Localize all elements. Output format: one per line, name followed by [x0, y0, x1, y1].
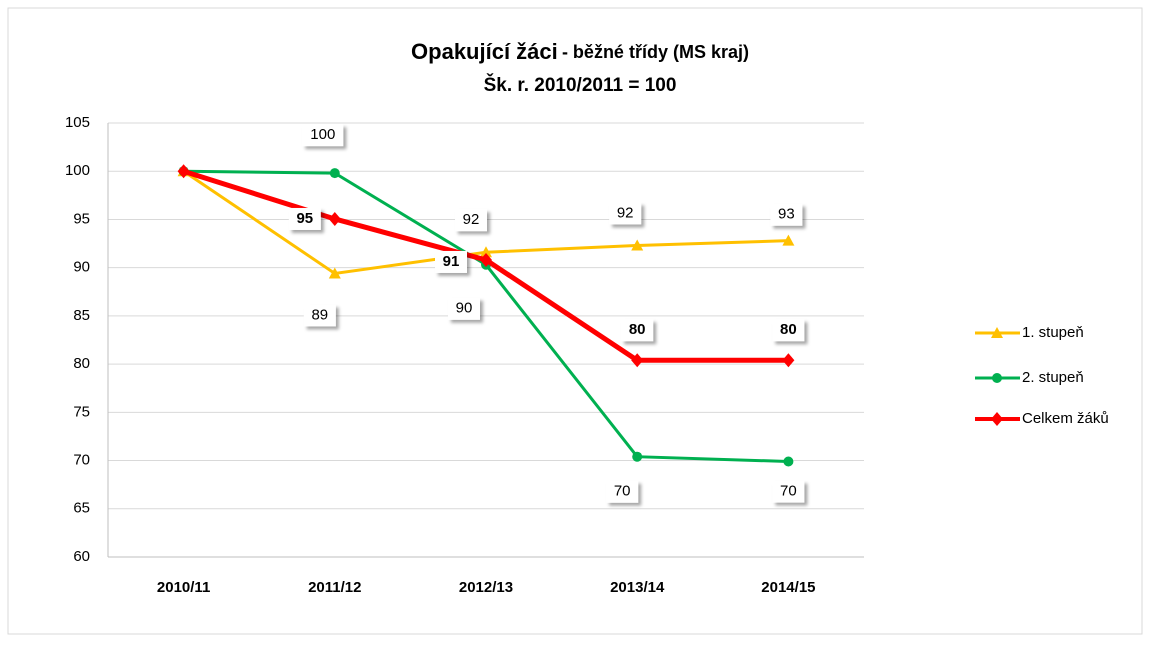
y-tick-label: 105 [65, 114, 90, 131]
data-label-box [448, 297, 480, 320]
data-label-box [288, 207, 321, 230]
title-suffix: - běžné třídy (MS kraj) [562, 42, 749, 62]
data-label-box [772, 480, 805, 503]
data-label: 91 [443, 253, 460, 270]
data-label: 80 [780, 321, 797, 338]
y-tick-label: 90 [73, 259, 90, 276]
legend-marker [991, 327, 1003, 338]
chart-subtitle: Šk. r. 2010/2011 = 100 [484, 74, 677, 96]
data-label: 70 [780, 482, 797, 499]
legend-label: 1. stupeň [1022, 324, 1084, 341]
data-label: 80 [629, 321, 646, 338]
marker [782, 234, 795, 246]
data-label: 92 [617, 204, 634, 221]
chart-title: Opakující žáci - běžné třídy (MS kraj) [411, 39, 749, 64]
data-label-box [609, 202, 642, 225]
marker [631, 353, 644, 368]
data-label: 89 [311, 306, 328, 323]
data-label: 90 [456, 300, 473, 317]
legend-marker [992, 373, 1002, 383]
y-tick-label: 65 [73, 500, 90, 517]
data-label-box [621, 319, 654, 342]
data-label-box [302, 124, 344, 147]
marker [632, 451, 643, 462]
data-label-box [772, 319, 805, 342]
legend-label: 2. stupeň [1022, 369, 1084, 386]
y-tick-label: 80 [73, 355, 90, 372]
x-tick-label: 2012/13 [459, 579, 513, 596]
title-main: Opakující žáci [411, 39, 558, 64]
marker [328, 211, 341, 226]
data-label: 100 [310, 126, 335, 143]
x-tick-label: 2013/14 [610, 579, 665, 596]
data-label: 70 [614, 483, 631, 500]
marker [783, 456, 794, 467]
data-label-box [770, 203, 803, 226]
marker [631, 239, 644, 251]
data-label-box [303, 304, 336, 327]
y-tick-label: 95 [73, 210, 90, 227]
marker [480, 252, 492, 267]
legend-marker [991, 412, 1003, 426]
x-tick-label: 2014/15 [761, 579, 815, 596]
data-label: 95 [296, 210, 313, 227]
y-tick-label: 60 [73, 548, 90, 565]
marker [782, 353, 795, 368]
y-tick-label: 85 [73, 307, 90, 324]
y-tick-label: 70 [73, 452, 90, 469]
marker [329, 168, 340, 179]
data-label-box [606, 480, 639, 503]
y-tick-label: 100 [65, 162, 90, 179]
y-tick-label: 75 [73, 403, 90, 420]
marker [177, 164, 190, 179]
legend-label: Celkem žáků [1022, 410, 1109, 427]
data-label-box [435, 250, 467, 273]
marker [480, 246, 492, 258]
data-label-box [455, 209, 487, 232]
x-tick-label: 2011/12 [308, 579, 361, 596]
data-label: 92 [463, 211, 480, 228]
x-tick-label: 2010/11 [157, 579, 210, 596]
data-label: 93 [778, 206, 795, 223]
marker [328, 267, 341, 279]
